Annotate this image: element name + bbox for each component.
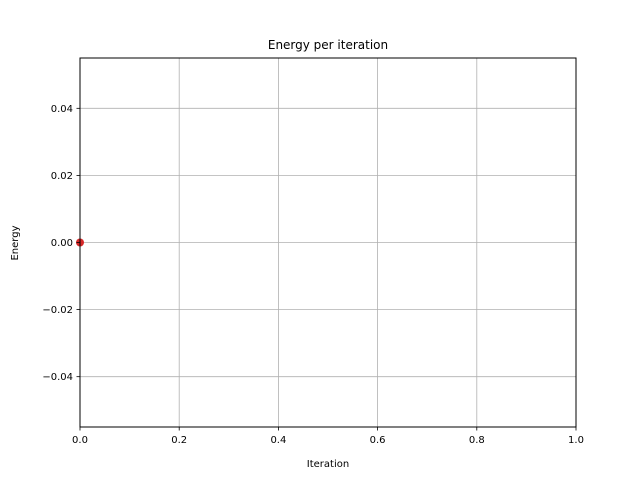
y-axis-label: Energy bbox=[10, 225, 21, 260]
x-tick-label: 0.2 bbox=[171, 435, 187, 446]
x-tick-label: 1.0 bbox=[568, 435, 584, 446]
x-tick-label: 0.0 bbox=[72, 435, 88, 446]
x-tick-label: 0.4 bbox=[270, 435, 286, 446]
x-tick-label: 0.8 bbox=[469, 435, 485, 446]
x-tick-label: 0.6 bbox=[370, 435, 386, 446]
y-tick-label: −0.02 bbox=[42, 305, 73, 316]
y-tick-label: 0.02 bbox=[51, 171, 73, 182]
y-tick-label: 0.04 bbox=[51, 104, 73, 115]
x-axis-label: Iteration bbox=[307, 459, 349, 470]
ticks: 0.0 0.2 0.4 0.6 0.8 1.0 −0.04 −0.02 0.00 0.02 0.04 bbox=[42, 104, 584, 446]
y-tick-label: 0.00 bbox=[51, 238, 73, 249]
y-tick-label: −0.04 bbox=[42, 372, 73, 383]
chart-title: Energy per iteration bbox=[268, 38, 388, 52]
